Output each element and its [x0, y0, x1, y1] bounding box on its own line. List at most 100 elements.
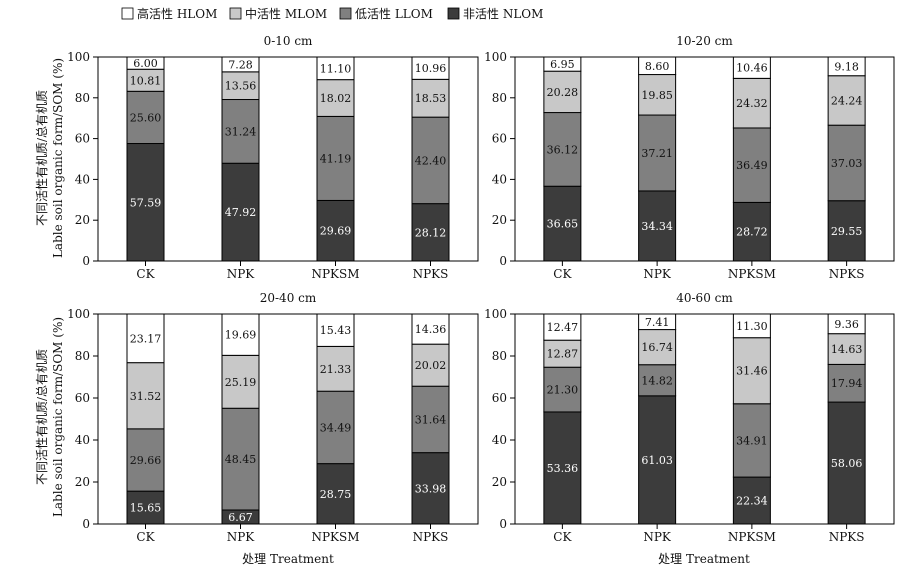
y-tick-label: 40	[492, 172, 507, 186]
chart-panel: 10-20 cm 0 20 40 60 80 100 CK 36.65 36.12 20.28 6.9…	[484, 34, 895, 281]
bar-segment	[732, 476, 771, 525]
data-label: 8.60	[645, 60, 670, 73]
y-axis-label-cn: 不同活性有机质/总有机质	[35, 349, 49, 485]
plot-frame	[97, 313, 479, 525]
data-label: 48.45	[225, 453, 257, 466]
data-label: 15.65	[130, 502, 162, 515]
data-label: 41.19	[320, 152, 352, 165]
bar-segment	[126, 362, 165, 430]
data-label: 9.18	[834, 60, 859, 73]
data-label: 11.30	[736, 320, 768, 333]
y-tick-label: 60	[492, 132, 507, 146]
data-label: 37.21	[641, 147, 673, 160]
bar-segment	[827, 313, 866, 335]
y-tick-label: 80	[492, 349, 507, 363]
data-label: 53.36	[547, 462, 579, 475]
data-label: 23.17	[130, 332, 162, 345]
bar-segment	[221, 354, 260, 409]
data-label: 34.34	[641, 220, 673, 233]
bar-segment	[827, 200, 866, 262]
data-label: 25.19	[225, 376, 257, 389]
data-label: 21.33	[320, 363, 352, 376]
bar-segment	[411, 385, 450, 454]
data-label: 20.02	[415, 359, 447, 372]
data-label: 24.32	[736, 97, 768, 110]
bar-segment	[411, 56, 450, 80]
data-label: 34.91	[736, 434, 768, 447]
y-tick-label: 100	[484, 50, 507, 64]
legend-swatch	[447, 7, 460, 20]
data-label: 13.56	[225, 80, 257, 93]
panel-title: 20-40 cm	[260, 291, 317, 305]
bar-segment	[732, 201, 771, 262]
data-label: 37.03	[831, 157, 863, 170]
bar-segment	[732, 313, 771, 339]
y-tick-label: 80	[75, 349, 90, 363]
data-label: 7.28	[228, 58, 253, 71]
bar-segment	[126, 313, 165, 364]
y-tick-label: 40	[75, 433, 90, 447]
y-tick-label: 80	[492, 91, 507, 105]
data-label: 24.24	[831, 94, 863, 107]
data-label: 16.74	[641, 341, 673, 354]
y-axis-label-en: Lable soil organic form/SOM (%)	[51, 317, 65, 517]
y-tick-label: 100	[67, 307, 90, 321]
bar-segment	[221, 162, 260, 262]
bar-segment	[221, 56, 260, 73]
data-label: 31.52	[130, 390, 162, 403]
bar-segment	[732, 77, 771, 129]
legend-label: 低活性 LLOM	[355, 7, 433, 21]
bar-segment	[732, 403, 771, 478]
panel-title: 40-60 cm	[676, 291, 733, 305]
bar-segment	[221, 407, 260, 511]
bar-segment	[543, 339, 582, 368]
bar-segment	[411, 203, 450, 262]
y-axis-label-bottom: 不同活性有机质/总有机质 Lable soil organic form/SOM…	[35, 317, 65, 517]
bar-segment	[316, 390, 355, 465]
legend: 高活性 HLOM 中活性 MLOM 低活性 LLOM 非活性 NLOM	[121, 6, 543, 21]
x-tick-label: NPKS	[413, 530, 449, 544]
y-tick-label: 40	[492, 433, 507, 447]
bar-segment	[411, 452, 450, 525]
x-tick-label: NPKS	[413, 267, 449, 281]
x-axis-label-left: 处理 Treatment	[242, 552, 334, 566]
data-label: 31.24	[225, 125, 257, 138]
x-tick-label: CK	[553, 267, 572, 281]
data-label: 11.10	[320, 62, 352, 75]
y-tick-label: 60	[75, 391, 90, 405]
data-label: 20.28	[547, 86, 579, 99]
bar-segment	[126, 56, 165, 70]
data-label: 14.63	[831, 343, 863, 356]
data-label: 6.95	[550, 58, 575, 71]
data-label: 47.92	[225, 206, 257, 219]
bar-segment	[411, 116, 450, 205]
y-tick-label: 60	[75, 132, 90, 146]
data-label: 57.59	[130, 196, 162, 209]
data-label: 61.03	[641, 454, 673, 467]
y-axis-label-cn: 不同活性有机质/总有机质	[35, 90, 49, 226]
bar-segment	[316, 115, 355, 201]
data-label: 19.69	[225, 329, 257, 342]
y-tick-label: 20	[492, 213, 507, 227]
x-tick-label: NPKS	[829, 267, 865, 281]
data-label: 19.85	[641, 89, 673, 102]
y-tick-label: 20	[492, 475, 507, 489]
data-label: 6.00	[133, 57, 158, 70]
plot-frame	[97, 56, 479, 262]
data-label: 29.66	[130, 454, 162, 467]
bar-segment	[543, 112, 582, 187]
x-tick-label: NPKSM	[311, 530, 359, 544]
bar-segment	[543, 185, 582, 262]
y-tick-label: 100	[484, 307, 507, 321]
y-tick-label: 0	[82, 517, 90, 531]
chart-panel: 0-10 cm 0 20 40 60 80 100 CK 57.59 25.60 10.81 6.00…	[67, 34, 479, 281]
chart-panels: 0-10 cm 0 20 40 60 80 100 CK 57.59 25.60 10.81 6.00…	[67, 34, 895, 544]
panel-title: 10-20 cm	[676, 34, 733, 48]
x-tick-label: NPK	[227, 530, 256, 544]
data-label: 28.72	[736, 226, 768, 239]
data-label: 36.49	[736, 159, 768, 172]
panel-title: 0-10 cm	[264, 34, 313, 48]
data-label: 12.47	[547, 321, 579, 334]
bar-segment	[411, 343, 450, 387]
